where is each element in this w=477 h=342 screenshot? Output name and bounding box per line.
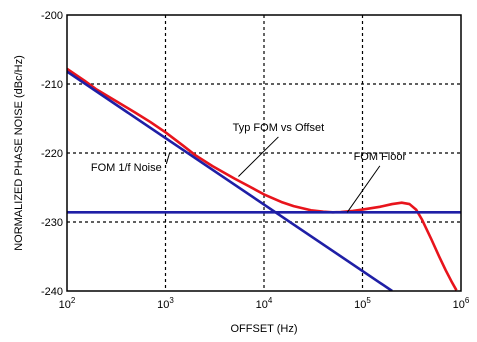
x-tick-exponent: 2 [71,296,76,305]
x-tick-label: 105 [354,296,371,311]
y-tick-label: -230 [41,217,63,229]
plot-frame [66,14,462,292]
y-tick-label: -220 [41,148,63,160]
grid-layer [67,15,461,291]
x-tick-base: 10 [59,299,71,311]
x-axis-title: OFFSET (Hz) [230,323,297,335]
series-layer [67,67,461,291]
x-tick-label: 102 [59,296,76,311]
y-tick-label: -200 [41,10,63,22]
annotation-label-2: FOM 1/f Noise [91,162,162,174]
x-tick-exponent: 4 [268,296,273,305]
annotation-layer: Typ FOM vs Offset FOM Floor FOM 1/f Noise [91,122,407,213]
series-line-0 [67,67,458,291]
annotation-pointer-1 [346,165,381,213]
annotation-label-1: FOM Floor [354,151,407,163]
x-tick-label: 103 [157,296,174,311]
x-tick-base: 10 [157,299,169,311]
y-tick-label: -240 [41,286,63,298]
series-line-1 [67,70,393,291]
annotation-pointer-2 [165,152,171,165]
x-tick-exponent: 5 [366,296,371,305]
x-tick-base: 10 [354,299,366,311]
x-tick-label: 106 [453,296,470,311]
annotation-pointer-0 [238,136,279,177]
x-tick-base: 10 [256,299,268,311]
x-tick-base: 10 [453,299,465,311]
y-axis-title: NORMALIZED PHASE NOISE (dBc/Hz) [13,55,25,251]
y-tick-label: -210 [41,79,63,91]
annotation-label-0: Typ FOM vs Offset [233,122,324,134]
x-tick-exponent: 6 [465,296,470,305]
x-tick-label: 104 [256,296,273,311]
x-tick-exponent: 3 [169,296,174,305]
